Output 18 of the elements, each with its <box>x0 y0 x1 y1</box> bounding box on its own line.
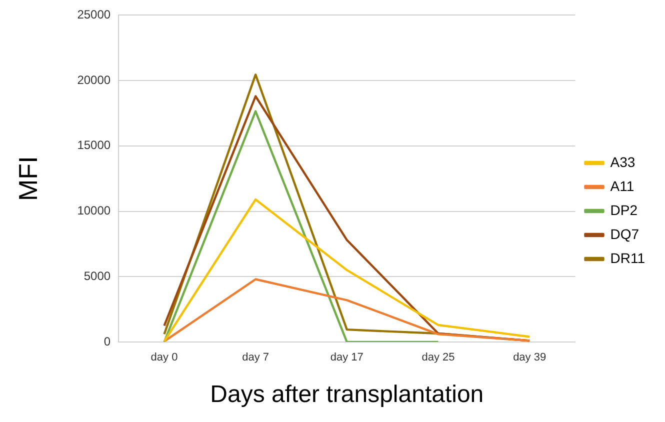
y-tick-label: 5000 <box>84 268 111 283</box>
x-tick-label: day 39 <box>513 352 546 364</box>
y-tick-label: 10000 <box>77 204 111 218</box>
legend-label: DP2 <box>610 202 638 218</box>
y-tick-label: 25000 <box>77 8 111 22</box>
legend-label: A33 <box>610 154 636 170</box>
y-axis-title: MFI <box>12 156 43 201</box>
x-tick-label: day 7 <box>242 352 270 364</box>
y-tick-label: 0 <box>104 334 111 348</box>
x-axis-title: Days after transplantation <box>210 381 484 408</box>
x-tick-label: day 0 <box>150 352 178 364</box>
x-tick-label: day 17 <box>330 352 364 364</box>
legend-label: DQ7 <box>610 226 640 242</box>
x-tick-label: day 25 <box>422 352 455 364</box>
legend-label: DR11 <box>610 250 646 266</box>
y-tick-label: 20000 <box>77 72 111 87</box>
legend-label: A11 <box>610 178 634 194</box>
y-tick-label: 15000 <box>77 138 111 152</box>
